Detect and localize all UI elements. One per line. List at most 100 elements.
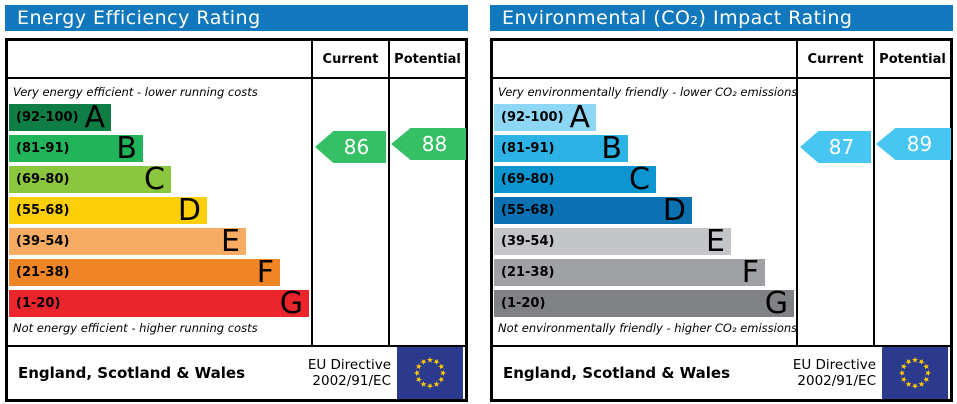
energy-band-C: (69-80) C bbox=[9, 161, 311, 197]
co2-band-D-range: (55-68) bbox=[501, 203, 555, 218]
energy-chart-title-bar: Energy Efficiency Rating bbox=[5, 5, 468, 31]
energy-band-F-range: (21-38) bbox=[16, 265, 70, 280]
eu-flag-icon bbox=[882, 347, 948, 399]
co2-band-F-bar: (21-38) F bbox=[494, 254, 765, 290]
eu-flag-icon bbox=[397, 347, 463, 399]
energy-band-D-range: (55-68) bbox=[16, 203, 70, 218]
energy-chart-title: Energy Efficiency Rating bbox=[17, 7, 261, 29]
co2-potential-rating-value: 89 bbox=[906, 132, 933, 156]
energy-table-body: Very energy efficient - lower running co… bbox=[8, 79, 466, 345]
co2-band-E: (39-54) E bbox=[494, 223, 796, 259]
co2-band-F-letter: F bbox=[741, 254, 759, 290]
energy-top-caption: Very energy efficient - lower running co… bbox=[13, 85, 258, 99]
co2-band-E-range: (39-54) bbox=[501, 234, 555, 249]
co2-chart-title-bar: Environmental (CO₂) Impact Rating bbox=[490, 5, 953, 31]
energy-potential-cell: 88 bbox=[388, 79, 466, 345]
co2-current-rating-arrow: 87 bbox=[800, 131, 871, 163]
energy-band-C-letter: C bbox=[144, 161, 165, 197]
energy-band-D-letter: D bbox=[177, 192, 201, 228]
energy-band-E: (39-54) E bbox=[9, 223, 311, 259]
co2-eu-directive-label: EU Directive 2002/91/EC bbox=[792, 356, 876, 389]
energy-current-rating-value: 86 bbox=[343, 135, 370, 159]
energy-band-E-range: (39-54) bbox=[16, 234, 70, 249]
co2-footer: England, Scotland & Wales EU Directive 2… bbox=[493, 345, 950, 399]
co2-band-A: (92-100) A bbox=[494, 99, 796, 135]
co2-band-C-bar: (69-80) C bbox=[494, 161, 656, 197]
energy-band-C-range: (69-80) bbox=[16, 172, 70, 187]
co2-table-body: Very environmentally friendly - lower CO… bbox=[493, 79, 951, 345]
energy-band-A-range: (92-100) bbox=[16, 110, 79, 125]
co2-band-G-letter: G bbox=[764, 285, 788, 321]
energy-potential-rating-value: 88 bbox=[421, 132, 448, 156]
co2-band-A-range: (92-100) bbox=[501, 110, 564, 125]
energy-band-C-bar: (69-80) C bbox=[9, 161, 171, 197]
energy-current-rating-arrow: 86 bbox=[315, 131, 386, 163]
energy-band-G: (1-20) G bbox=[9, 285, 311, 321]
co2-band-G: (1-20) G bbox=[494, 285, 796, 321]
co2-band-C-letter: C bbox=[629, 161, 650, 197]
co2-top-caption: Very environmentally friendly - lower CO… bbox=[498, 85, 796, 99]
energy-header-spacer bbox=[8, 41, 311, 77]
energy-eu-directive-label: EU Directive 2002/91/EC bbox=[307, 356, 391, 389]
energy-band-D-bar: (55-68) D bbox=[9, 192, 207, 228]
energy-bands-area: Very energy efficient - lower running co… bbox=[8, 79, 311, 345]
energy-band-F-bar: (21-38) F bbox=[9, 254, 280, 290]
co2-band-C-range: (69-80) bbox=[501, 172, 555, 187]
energy-band-B-bar: (81-91) B bbox=[9, 130, 143, 166]
co2-potential-column-header: Potential bbox=[873, 41, 950, 77]
co2-rating-table: Current Potential Very environmentally f… bbox=[490, 38, 953, 402]
energy-bottom-caption: Not energy efficient - higher running co… bbox=[13, 321, 258, 335]
co2-impact-chart: Environmental (CO₂) Impact Rating Curren… bbox=[490, 5, 953, 402]
energy-table-header: Current Potential bbox=[8, 41, 465, 79]
co2-band-G-range: (1-20) bbox=[501, 296, 546, 311]
co2-band-G-bar: (1-20) G bbox=[494, 285, 794, 321]
co2-band-A-bar: (92-100) A bbox=[494, 99, 596, 135]
co2-band-A-letter: A bbox=[569, 99, 590, 135]
co2-bands-area: Very environmentally friendly - lower CO… bbox=[493, 79, 796, 345]
energy-band-D: (55-68) D bbox=[9, 192, 311, 228]
energy-band-F: (21-38) F bbox=[9, 254, 311, 290]
co2-chart-title: Environmental (CO₂) Impact Rating bbox=[502, 7, 853, 29]
energy-current-column-header: Current bbox=[311, 41, 388, 77]
co2-current-column-header: Current bbox=[796, 41, 873, 77]
energy-potential-rating-arrow: 88 bbox=[391, 128, 466, 160]
co2-band-E-letter: E bbox=[706, 223, 725, 259]
co2-band-B: (81-91) B bbox=[494, 130, 796, 166]
energy-band-B: (81-91) B bbox=[9, 130, 311, 166]
co2-table-header: Current Potential bbox=[493, 41, 950, 79]
energy-band-G-bar: (1-20) G bbox=[9, 285, 309, 321]
co2-band-D-letter: D bbox=[662, 192, 686, 228]
co2-current-cell: 87 bbox=[796, 79, 873, 345]
co2-band-D: (55-68) D bbox=[494, 192, 796, 228]
co2-band-B-range: (81-91) bbox=[501, 141, 555, 156]
co2-potential-rating-arrow: 89 bbox=[876, 128, 951, 160]
co2-region-label: England, Scotland & Wales bbox=[503, 364, 731, 382]
energy-efficiency-chart: Energy Efficiency Rating Current Potenti… bbox=[5, 5, 468, 402]
energy-band-G-range: (1-20) bbox=[16, 296, 61, 311]
energy-band-G-letter: G bbox=[279, 285, 303, 321]
co2-band-B-letter: B bbox=[601, 130, 622, 166]
energy-band-B-range: (81-91) bbox=[16, 141, 70, 156]
energy-band-F-letter: F bbox=[256, 254, 274, 290]
energy-band-A: (92-100) A bbox=[9, 99, 311, 135]
energy-band-B-letter: B bbox=[116, 130, 137, 166]
energy-potential-column-header: Potential bbox=[388, 41, 465, 77]
energy-band-E-letter: E bbox=[221, 223, 240, 259]
co2-header-spacer bbox=[493, 41, 796, 77]
co2-band-C: (69-80) C bbox=[494, 161, 796, 197]
co2-band-E-bar: (39-54) E bbox=[494, 223, 731, 259]
energy-band-A-bar: (92-100) A bbox=[9, 99, 111, 135]
co2-band-B-bar: (81-91) B bbox=[494, 130, 628, 166]
energy-band-A-letter: A bbox=[84, 99, 105, 135]
energy-region-label: England, Scotland & Wales bbox=[18, 364, 246, 382]
co2-band-D-bar: (55-68) D bbox=[494, 192, 692, 228]
co2-current-rating-value: 87 bbox=[828, 135, 855, 159]
energy-current-cell: 86 bbox=[311, 79, 388, 345]
energy-rating-table: Current Potential Very energy efficient … bbox=[5, 38, 468, 402]
co2-band-F: (21-38) F bbox=[494, 254, 796, 290]
co2-band-F-range: (21-38) bbox=[501, 265, 555, 280]
co2-potential-cell: 89 bbox=[873, 79, 951, 345]
co2-bottom-caption: Not environmentally friendly - higher CO… bbox=[498, 321, 796, 335]
energy-footer: England, Scotland & Wales EU Directive 2… bbox=[8, 345, 465, 399]
energy-band-E-bar: (39-54) E bbox=[9, 223, 246, 259]
